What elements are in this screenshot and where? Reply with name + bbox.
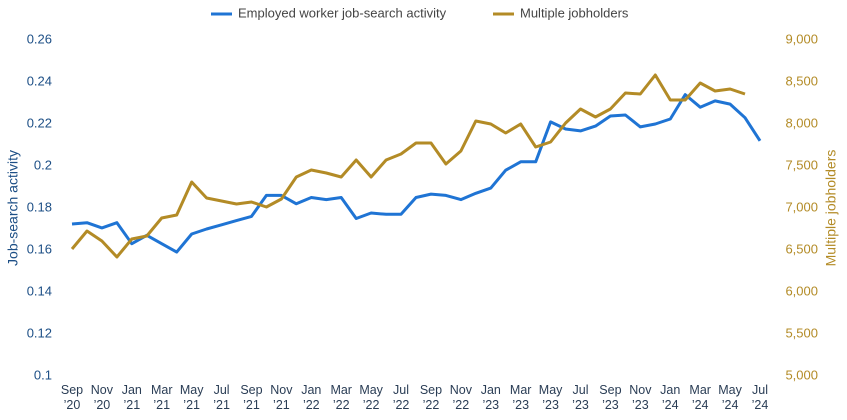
- x-tick-label: Sep ’23: [599, 383, 622, 412]
- x-tick-label: Nov ’23: [629, 383, 652, 412]
- y2-tick-label: 7,500: [785, 157, 818, 172]
- x-tick-label: Jan ’23: [480, 383, 501, 412]
- x-tick-label: Jan ’24: [660, 383, 681, 412]
- y2-tick-label: 8,500: [785, 73, 818, 88]
- y-tick-label: 0.14: [27, 283, 52, 298]
- x-tick-label: Nov ’22: [449, 383, 472, 412]
- y-tick-label: 0.22: [27, 115, 52, 130]
- x-tick-label: Jul ’24: [751, 383, 769, 412]
- x-tick-label: Sep ’20: [60, 383, 84, 412]
- x-tick-label: May ’21: [179, 383, 204, 412]
- y-tick-label: 0.2: [34, 157, 52, 172]
- series-line: [71, 93, 762, 254]
- x-tick-label: Nov ’20: [90, 383, 114, 412]
- y2-tick-label: 5,000: [785, 367, 818, 382]
- x-tick-label: Jul ’23: [572, 383, 589, 412]
- legend-label: Employed worker job-search activity: [238, 5, 447, 20]
- y2-tick-label: 9,000: [785, 31, 818, 46]
- y2-tick-label: 8,000: [785, 115, 818, 130]
- x-tick-label: Mar ’23: [509, 383, 532, 412]
- y-axis-title: Job-search activity: [5, 150, 21, 266]
- y-tick-label: 0.12: [27, 325, 52, 340]
- y2-tick-label: 6,000: [785, 283, 818, 298]
- x-tick-label: Sep ’21: [240, 383, 263, 412]
- x-tick-label: Jan ’21: [121, 383, 142, 412]
- x-tick-label: Mar ’21: [150, 383, 173, 412]
- y-tick-label: 0.1: [34, 367, 52, 382]
- x-tick-label: Sep ’22: [419, 383, 443, 412]
- y2-tick-label: 7,000: [785, 199, 818, 214]
- x-tick-label: Jul ’21: [213, 383, 230, 412]
- y2-tick-label: 5,500: [785, 325, 818, 340]
- x-tick-label: May ’24: [718, 383, 742, 412]
- x-tick-label: Nov ’21: [270, 383, 293, 412]
- y-tick-label: 0.24: [27, 73, 52, 88]
- x-tick-label: Jul ’22: [392, 383, 410, 412]
- y-tick-label: 0.26: [27, 31, 52, 46]
- y-tick-label: 0.18: [27, 199, 52, 214]
- x-tick-label: May ’23: [538, 383, 563, 412]
- x-tick-label: Jan ’22: [301, 383, 322, 412]
- y2-tick-label: 6,500: [785, 241, 818, 256]
- x-tick-label: May ’22: [359, 383, 383, 412]
- legend-label: Multiple jobholders: [520, 5, 629, 20]
- x-tick-label: Mar ’22: [330, 383, 352, 412]
- y-tick-label: 0.16: [27, 241, 52, 256]
- y2-axis-title: Multiple jobholders: [823, 150, 839, 267]
- x-tick-label: Mar ’24: [689, 383, 711, 412]
- series-line: [70, 73, 746, 259]
